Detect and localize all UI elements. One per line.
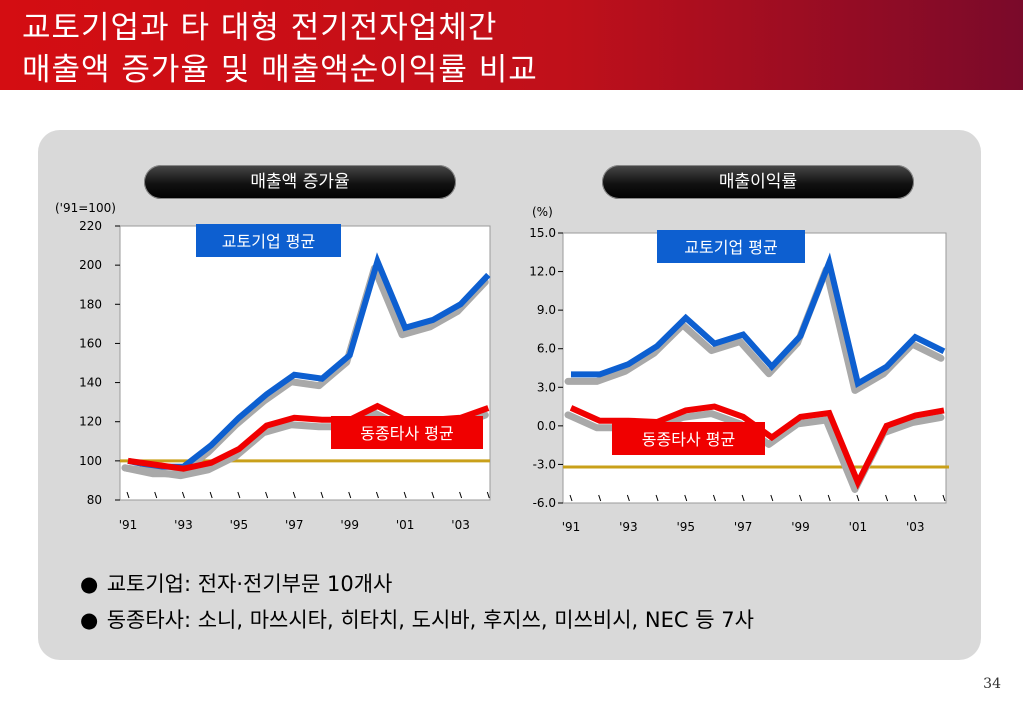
chart-1-y-tick-label: 100 xyxy=(79,454,102,468)
page-title-line-2: 매출액 증가율 및 매출액순이익률 비교 xyxy=(22,52,538,88)
note-kyoto-text: 교토기업: 전자·전기부문 10개사 xyxy=(106,572,393,596)
chart-2-x-tick-label: '95 xyxy=(676,520,695,534)
chart-2-kyoto-shadow xyxy=(564,266,945,394)
chart-1-x-tick xyxy=(237,491,241,499)
chart-1-x-tick-label: '93 xyxy=(174,518,193,532)
chart-2-x-tick-label: '93 xyxy=(619,520,638,534)
chart-2-x-tick-label: '01 xyxy=(849,520,868,534)
chart-1-y-tick-label: 180 xyxy=(79,297,102,311)
chart-2-y-tick-label: 12.0 xyxy=(529,265,556,279)
chart-1-x-tick xyxy=(126,491,130,499)
note-peers: ● 동종타사: 소니, 마쓰시타, 히타치, 도시바, 후지쓰, 미쓰비시, N… xyxy=(80,602,754,638)
chart-1-kyoto-line xyxy=(127,252,491,470)
chart-1-x-tick xyxy=(486,491,490,499)
chart-2-x-tick-label: '97 xyxy=(734,520,753,534)
chart-1-x-tick-label: '99 xyxy=(340,518,359,532)
chart-2-y-tick-label: 3.0 xyxy=(537,380,556,394)
chart-1-x-tick-label: '95 xyxy=(230,518,249,532)
chart-1-y-tick-label: 160 xyxy=(79,336,102,350)
chart-2-x-tick xyxy=(684,494,688,502)
chart-1-x-tick xyxy=(431,491,435,499)
note-peers-text: 동종타사: 소니, 마쓰시타, 히타치, 도시바, 후지쓰, 미쓰비시, NEC… xyxy=(106,608,754,632)
chart-1-y-tick-label: 200 xyxy=(79,258,102,272)
page-number: 34 xyxy=(983,676,1001,692)
chart-1-y-axis-label: ('91=100) xyxy=(55,201,116,215)
chart-2-x-tick-label: '03 xyxy=(906,520,925,534)
page-title-line-1: 교토기업과 타 대형 전기전자업체간 xyxy=(22,10,498,46)
chart-1-kyoto-legend-label: 교토기업 평균 xyxy=(222,232,315,251)
chart-2-peers-legend-label: 동종타사 평균 xyxy=(642,430,735,449)
chart-1-plot-area xyxy=(119,225,491,501)
chart-1-x-tick xyxy=(181,491,185,499)
chart-1-x-tick xyxy=(292,491,296,499)
chart-1-peers-legend-box xyxy=(331,416,483,449)
chart-1-y-tick-label: 120 xyxy=(79,415,102,429)
chart-1-x-tick-label: '97 xyxy=(285,518,304,532)
chart-1-x-tick-label: '01 xyxy=(396,518,415,532)
chart-2-x-tick xyxy=(885,494,889,502)
chart-1-title: 매출액 증가율 xyxy=(144,165,456,199)
chart-2-x-tick xyxy=(799,494,802,502)
chart-1-x-tick xyxy=(459,491,463,499)
chart-2-title: 매출이익률 xyxy=(602,165,914,199)
chart-1-peers-legend-label: 동종타사 평균 xyxy=(360,424,453,443)
note-kyoto: ● 교토기업: 전자·전기부문 10개사 xyxy=(80,566,754,602)
chart-1-x-tick-label: '91 xyxy=(119,518,138,532)
bullet-icon: ● xyxy=(80,608,99,632)
chart-2-y-tick-label: 15.0 xyxy=(529,226,556,240)
chart-2-x-tick xyxy=(712,494,716,502)
chart-2-y-tick-label: 0.0 xyxy=(537,419,556,433)
chart-1-x-tick-label: '03 xyxy=(451,518,470,532)
title-banner: 교토기업과 타 대형 전기전자업체간 매출액 증가율 및 매출액순이익률 비교 xyxy=(0,0,1023,90)
chart-1-x-tick xyxy=(209,491,213,499)
chart-2-kyoto-legend-label: 교토기업 평균 xyxy=(684,238,777,257)
chart-1-x-tick xyxy=(348,491,352,499)
chart-2-x-tick xyxy=(913,494,917,502)
chart-2-x-tick xyxy=(626,494,630,502)
bullet-icon: ● xyxy=(80,572,99,596)
chart-2-y-axis-label: (%) xyxy=(532,205,553,219)
chart-2-kyoto-line xyxy=(571,252,946,389)
chart-2-y-tick-label: -3.0 xyxy=(533,457,556,471)
chart-2-x-tick xyxy=(856,494,860,502)
chart-1-x-tick xyxy=(154,491,158,499)
chart-1-kyoto-legend-box xyxy=(196,224,341,257)
chart-2-x-tick xyxy=(942,494,946,502)
notes-list: ● 교토기업: 전자·전기부문 10개사 ● 동종타사: 소니, 마쓰시타, 히… xyxy=(80,566,754,638)
chart-1-x-tick xyxy=(375,491,379,499)
chart-1-x-tick xyxy=(320,491,324,499)
chart-2-x-tick-label: '99 xyxy=(791,520,810,534)
chart-1-y-tick-label: 80 xyxy=(87,493,102,507)
chart-2-y-tick-label: -6.0 xyxy=(533,496,556,510)
chart-2-x-tick xyxy=(827,494,831,502)
chart-2-y-tick-label: 9.0 xyxy=(537,303,556,317)
chart-2-x-tick xyxy=(569,494,573,502)
chart-1-y-tick-label: 140 xyxy=(79,376,102,390)
chart-1-x-tick xyxy=(403,491,407,499)
chart-2-kyoto-legend-box xyxy=(657,230,805,263)
chart-2-y-tick-label: 6.0 xyxy=(537,342,556,356)
chart-2-x-tick xyxy=(770,494,774,502)
chart-2-x-tick xyxy=(598,494,602,502)
chart-2-x-tick xyxy=(655,494,659,502)
chart-2-x-tick-label: '91 xyxy=(562,520,581,534)
chart-2-x-tick xyxy=(741,494,745,502)
chart-1-y-tick-label: 220 xyxy=(79,219,102,233)
chart-1-x-tick xyxy=(265,491,269,499)
chart-2-peers-legend-box xyxy=(612,422,765,455)
